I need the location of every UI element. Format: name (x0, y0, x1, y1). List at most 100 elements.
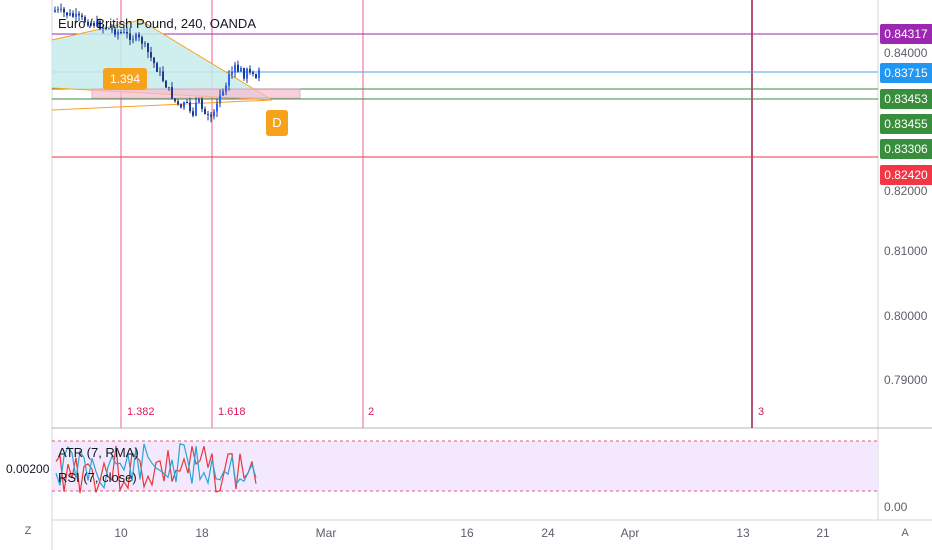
candle-body (150, 52, 152, 58)
fib-time-label: 1.382 (127, 406, 155, 418)
fib-time-label: 1.618 (218, 406, 246, 418)
candle-body (255, 74, 257, 79)
candle-body (117, 32, 119, 35)
candle-body (222, 91, 224, 96)
indicator-value-label: 0.00200 (6, 462, 50, 476)
candle-body (249, 68, 251, 73)
candle-body (165, 80, 167, 88)
time-axis-label: Mar (315, 526, 337, 540)
price-axis-label: 0.84000 (884, 46, 928, 60)
candle-body (177, 101, 179, 105)
price-tag: 0.82420 (880, 165, 932, 185)
candle-body (123, 32, 125, 34)
candle-body (114, 29, 116, 35)
candle-body (186, 102, 188, 104)
symbol-legend[interactable]: Euro / British Pound, 240, OANDA (58, 16, 256, 31)
price-candles (54, 3, 260, 123)
atr-series (55, 445, 257, 494)
candle-body (204, 108, 206, 114)
candle-body (60, 8, 62, 10)
price-axis-label: 0.82000 (884, 184, 928, 198)
price-tag: 0.83455 (880, 114, 932, 134)
harmonic-point-badge[interactable]: D (266, 110, 288, 136)
indicator-axis-zero: 0.00 (884, 500, 908, 514)
candle-body (216, 103, 218, 112)
candle-body (258, 69, 260, 79)
auto-scale-button[interactable]: A (901, 527, 909, 539)
candle-body (84, 16, 86, 22)
candle-body (93, 22, 95, 26)
candle-body (159, 71, 161, 73)
fib-time-label: 3 (758, 406, 765, 418)
candle-body (156, 63, 158, 72)
candle-body (90, 22, 92, 26)
candle-body (183, 102, 185, 108)
candle-body (246, 68, 248, 79)
candle-body (141, 37, 143, 44)
candle-body (174, 98, 176, 102)
candle-body (231, 71, 233, 75)
candle-body (195, 102, 197, 116)
time-axis-label: 18 (195, 526, 209, 540)
candle-body (111, 28, 113, 30)
candle-body (102, 27, 104, 29)
candle-body (168, 87, 170, 89)
time-axis-label: 21 (816, 526, 830, 540)
price-axis-label: 0.81000 (884, 244, 928, 258)
candle-body (99, 21, 101, 29)
time-axis-label: 10 (114, 526, 128, 540)
candle-body (144, 43, 146, 45)
candle-body (213, 111, 215, 117)
price-axis-label: 0.80000 (884, 309, 928, 323)
candle-body (171, 87, 173, 99)
harmonic-ratio-badge[interactable]: 1.394 (103, 68, 147, 90)
candle-body (87, 21, 89, 26)
candle-body (198, 99, 200, 103)
candle-body (78, 13, 80, 16)
price-tag: 0.84317 (880, 24, 932, 44)
candle-body (135, 34, 137, 40)
time-axis-label: Apr (620, 526, 640, 540)
candle-body (162, 71, 164, 81)
candle-body (126, 32, 128, 34)
candle-body (210, 114, 212, 117)
candle-body (201, 99, 203, 109)
candle-body (153, 57, 155, 64)
candle-body (138, 34, 140, 38)
candle-body (57, 9, 59, 11)
time-axis-label: 16 (460, 526, 474, 540)
candle-body (240, 68, 242, 72)
candle-body (207, 113, 209, 115)
candle-body (63, 8, 65, 13)
rsi-legend[interactable]: RSI (7, close) (58, 470, 137, 485)
candle-body (228, 74, 230, 86)
candle-body (132, 39, 134, 41)
candle-body (66, 12, 68, 16)
candle-body (243, 68, 245, 79)
candle-body (237, 64, 239, 72)
candle-body (129, 33, 131, 40)
candle-body (189, 102, 191, 112)
candle-body (108, 28, 110, 30)
candle-body (219, 95, 221, 104)
candle-body (69, 13, 71, 16)
candle-body (96, 21, 98, 26)
candle-body (75, 13, 77, 17)
candle-body (120, 32, 122, 34)
atr-legend[interactable]: ATR (7, RMA) (58, 445, 139, 460)
candle-body (192, 111, 194, 116)
candle-body (54, 9, 56, 12)
time-axis-label: 13 (736, 526, 750, 540)
candle-body (225, 85, 227, 92)
candle-body (147, 43, 149, 53)
candle-body (234, 64, 236, 72)
price-tag: 0.83306 (880, 139, 932, 159)
candle-body (252, 72, 254, 75)
price-tag: 0.83453 (880, 89, 932, 109)
candle-body (105, 27, 107, 30)
price-tag: 0.83715 (880, 63, 932, 83)
candle-body (180, 104, 182, 108)
timezone-button[interactable]: Z (24, 525, 32, 537)
candle-body (81, 15, 83, 17)
